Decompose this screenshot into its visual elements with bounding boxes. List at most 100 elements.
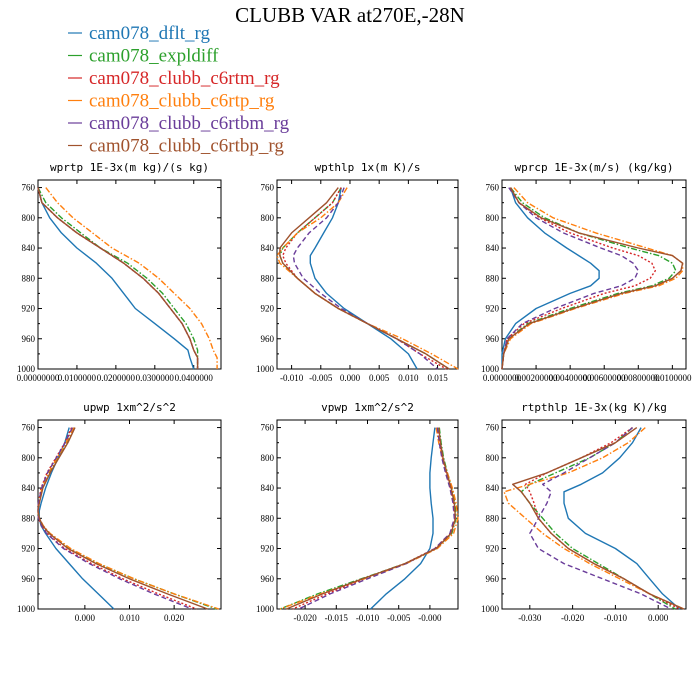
- series-line-4: [501, 187, 684, 370]
- y-tick-label: 840: [486, 243, 500, 253]
- y-tick-label: 1000: [17, 604, 36, 614]
- y-tick-label: 760: [261, 423, 275, 433]
- plot-frame: [501, 179, 687, 370]
- panel-title: wprcp 1E-3x(m/s) (kg/kg): [515, 161, 674, 174]
- panel-title: vpwp 1xm^2/s^2: [321, 401, 414, 414]
- y-tick-label: 1000: [17, 364, 36, 374]
- x-tick-label: 0.005: [369, 373, 390, 383]
- y-tick-label: 880: [486, 513, 500, 523]
- x-tick-label: 0.010: [398, 373, 419, 383]
- y-tick-label: 960: [486, 574, 500, 584]
- y-tick-label: 960: [261, 334, 275, 344]
- x-tick-label: 0.0200000: [97, 373, 136, 383]
- legend-label-2: cam078_expldiff: [89, 46, 219, 67]
- x-tick-label: -0.030: [518, 613, 542, 623]
- y-tick-label: 920: [486, 304, 500, 314]
- series-line-3: [37, 427, 197, 610]
- y-tick-label: 920: [261, 304, 275, 314]
- x-tick-label: 0.0400000: [175, 373, 214, 383]
- plot-frame: [37, 419, 222, 610]
- x-tick-label: 0.000: [340, 373, 361, 383]
- y-tick-label: 920: [261, 544, 275, 554]
- series-line-2: [279, 187, 450, 370]
- y-tick-label: 760: [486, 183, 500, 193]
- x-tick-label: -0.005: [387, 613, 411, 623]
- y-tick-label: 1000: [256, 364, 275, 374]
- y-tick-label: 840: [22, 243, 36, 253]
- series-line-1: [501, 187, 600, 369]
- series-line-5: [37, 187, 199, 369]
- x-tick-label: 0.020: [164, 613, 185, 623]
- panel-5: vpwp 1xm^2/s^2 760 800 840 880 920 960 1000 -0.0…: [256, 401, 459, 623]
- x-tick-label: 0.00800000: [617, 373, 660, 383]
- y-tick-label: 800: [261, 213, 275, 223]
- y-tick-label: 920: [22, 304, 36, 314]
- y-tick-label: 1000: [481, 604, 500, 614]
- x-tick-label: 0.0000000: [483, 373, 522, 383]
- series-line-2: [501, 187, 677, 370]
- y-tick-label: 840: [261, 483, 275, 493]
- y-tick-label: 920: [22, 544, 36, 554]
- y-tick-label: 840: [22, 483, 36, 493]
- x-tick-label: -0.020: [293, 613, 317, 623]
- x-tick-label: 0.010: [119, 613, 140, 623]
- y-tick-label: 760: [22, 423, 36, 433]
- series-line-5: [501, 187, 639, 370]
- y-tick-label: 840: [486, 483, 500, 493]
- series-line-4: [503, 427, 685, 610]
- legend: cam078_dflt_rgcam078_expldiffcam078_club…: [68, 23, 290, 157]
- x-tick-label: 0.000: [75, 613, 96, 623]
- y-tick-label: 920: [486, 544, 500, 554]
- x-tick-label: 0.00000000: [17, 373, 60, 383]
- legend-label-4: cam078_clubb_c6rtp_rg: [89, 91, 275, 112]
- x-tick-label: -0.000: [418, 613, 442, 623]
- series-line-6: [512, 427, 685, 610]
- legend-label-6: cam078_clubb_c6rtbp_rg: [89, 136, 284, 157]
- x-tick-label: -0.005: [309, 373, 333, 383]
- panel-1: wprtp 1E-3x(m kg)/(s kg) 760 800 840 880 920 9…: [17, 161, 222, 383]
- series-line-1: [370, 427, 436, 610]
- series-line-6: [286, 427, 457, 610]
- x-tick-label: 0.0100000: [58, 373, 97, 383]
- series-line-4: [45, 187, 218, 369]
- legend-label-5: cam078_clubb_c6rtbm_rg: [89, 113, 290, 134]
- y-tick-label: 840: [261, 243, 275, 253]
- x-tick-label: -0.010: [604, 613, 628, 623]
- figure-title: CLUBB VAR at270E,-28N: [235, 3, 465, 27]
- series-line-5: [298, 427, 455, 610]
- y-tick-label: 800: [486, 453, 500, 463]
- plot-frame: [501, 419, 687, 610]
- plot-frame: [37, 179, 222, 370]
- series-line-1: [563, 427, 681, 610]
- x-tick-label: 0.00400000: [549, 373, 592, 383]
- x-tick-label: 0.0300000: [136, 373, 175, 383]
- series-line-2: [279, 427, 457, 610]
- x-tick-label: -0.010: [280, 373, 304, 383]
- series-line-6: [37, 187, 199, 369]
- series-line-6: [37, 427, 208, 610]
- y-tick-label: 760: [22, 183, 36, 193]
- y-tick-label: 1000: [481, 364, 500, 374]
- series-line-4: [37, 427, 220, 610]
- x-tick-label: 0.0100000: [653, 373, 692, 383]
- panels: wprtp 1E-3x(m kg)/(s kg) 760 800 840 880 920 9…: [17, 161, 692, 623]
- y-tick-label: 960: [22, 334, 36, 344]
- series-line-1: [37, 187, 195, 370]
- legend-label-3: cam078_clubb_c6rtm_rg: [89, 68, 280, 89]
- y-tick-label: 880: [22, 273, 36, 283]
- y-tick-label: 960: [22, 574, 36, 584]
- series-line-5: [37, 427, 193, 610]
- series-line-2: [520, 427, 676, 610]
- x-tick-label: 0.00200000: [515, 373, 558, 383]
- panel-title: upwp 1xm^2/s^2: [83, 401, 176, 414]
- series-line-6: [501, 187, 684, 370]
- y-tick-label: 800: [486, 213, 500, 223]
- y-tick-label: 880: [22, 513, 36, 523]
- series-line-4: [276, 187, 459, 370]
- series-line-3: [37, 187, 199, 369]
- legend-label-1: cam078_dflt_rg: [89, 23, 211, 44]
- x-tick-label: -0.010: [356, 613, 380, 623]
- panel-title: rtpthlp 1E-3x(kg K)/kg: [521, 401, 667, 414]
- x-tick-label: 0.00600000: [583, 373, 626, 383]
